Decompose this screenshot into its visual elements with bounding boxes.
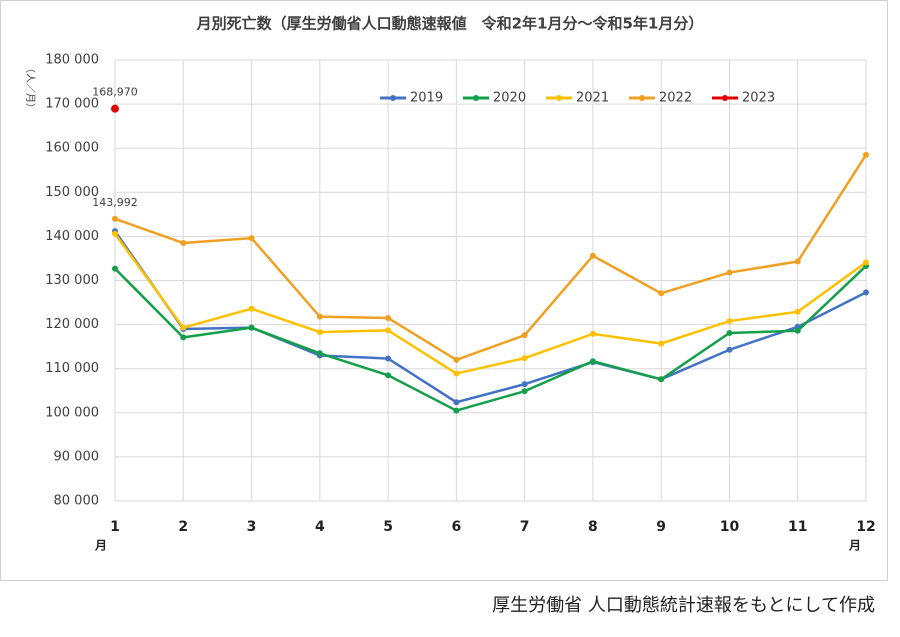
data-point: [453, 399, 460, 406]
legend-label: 2019: [410, 91, 443, 106]
data-point: [316, 350, 323, 357]
y-tick-label: 160 000: [45, 141, 99, 156]
data-point: [658, 376, 665, 383]
series-line: [113, 233, 867, 375]
data-point: [726, 269, 733, 276]
data-point: [726, 346, 733, 353]
data-point: [658, 340, 665, 347]
data-point: [521, 355, 528, 362]
y-tick-label: 90 000: [54, 449, 100, 464]
y-tick-label: 100 000: [45, 405, 99, 420]
data-point: [180, 240, 187, 247]
data-point: [726, 329, 733, 336]
legend-marker: [473, 95, 479, 101]
data-point: [863, 289, 869, 296]
x-unit-label: 月: [848, 539, 861, 553]
legend-label: 2021: [576, 91, 609, 106]
legend-marker: [556, 95, 562, 101]
data-point: [521, 381, 528, 388]
y-axis-label: （人／月）: [24, 63, 36, 113]
series-line: [113, 230, 867, 404]
data-point: [248, 324, 255, 331]
y-tick-label: 150 000: [45, 185, 99, 200]
chart-frame: [0, 0, 888, 581]
data-point: [316, 313, 323, 320]
y-tick-label: 110 000: [45, 361, 99, 376]
data-point: [385, 355, 392, 362]
data-point: [248, 305, 255, 312]
data-point: [248, 235, 255, 242]
legend-marker: [639, 95, 645, 101]
legend-label: 2020: [493, 91, 526, 106]
data-point: [453, 356, 460, 363]
series-line: [114, 265, 867, 412]
legend-marker: [390, 95, 396, 101]
y-tick-label: 80 000: [54, 494, 100, 509]
x-tick-label: 6: [451, 519, 461, 535]
data-point: [111, 104, 119, 113]
x-unit-label: 月: [94, 539, 107, 553]
y-tick-label: 120 000: [45, 317, 99, 332]
data-point: [385, 372, 392, 379]
y-tick-label: 130 000: [45, 273, 99, 288]
x-tick-label: 11: [788, 519, 807, 535]
data-point: [794, 308, 801, 315]
y-tick-label: 170 000: [45, 97, 99, 112]
source-note: 厚生労働省 人口動態統計速報をもとにして作成: [492, 595, 875, 616]
legend-label: 2022: [659, 91, 692, 106]
data-point: [316, 329, 323, 336]
data-point: [112, 230, 118, 237]
legend-marker: [722, 95, 728, 101]
x-tick-label: 2: [178, 519, 188, 535]
data-point: [180, 334, 187, 341]
data-point: [453, 407, 460, 414]
data-label: 168,970: [92, 86, 138, 99]
x-tick-label: 4: [315, 519, 325, 535]
data-point: [726, 318, 733, 325]
x-tick-label: 12: [856, 519, 875, 535]
x-tick-label: 7: [520, 519, 530, 535]
data-point: [521, 388, 528, 395]
data-point: [658, 290, 665, 297]
data-point: [589, 252, 596, 259]
x-tick-label: 3: [247, 519, 257, 535]
legend-label: 2023: [742, 91, 775, 106]
x-tick-label: 5: [383, 519, 393, 535]
data-point: [385, 327, 392, 334]
data-point: [112, 215, 118, 222]
data-label: 143,992: [92, 196, 138, 209]
data-point: [589, 358, 596, 365]
x-tick-label: 1: [110, 519, 120, 535]
data-point: [794, 258, 801, 265]
data-point: [453, 370, 460, 377]
data-point: [180, 324, 187, 331]
data-point: [589, 330, 596, 337]
data-point: [112, 265, 118, 272]
data-point: [863, 151, 869, 158]
x-tick-label: 10: [720, 519, 740, 535]
y-tick-label: 140 000: [45, 229, 99, 244]
x-tick-label: 9: [656, 519, 666, 535]
data-point: [863, 259, 869, 266]
chart-title: 月別死亡数（厚生労働省人口動態速報値 令和2年1月分～令和5年1月分）: [196, 15, 704, 33]
series-line: [114, 154, 868, 362]
y-tick-label: 180 000: [45, 53, 99, 68]
data-point: [794, 327, 801, 334]
x-tick-label: 8: [588, 519, 598, 535]
data-point: [521, 332, 528, 339]
data-point: [385, 314, 392, 321]
